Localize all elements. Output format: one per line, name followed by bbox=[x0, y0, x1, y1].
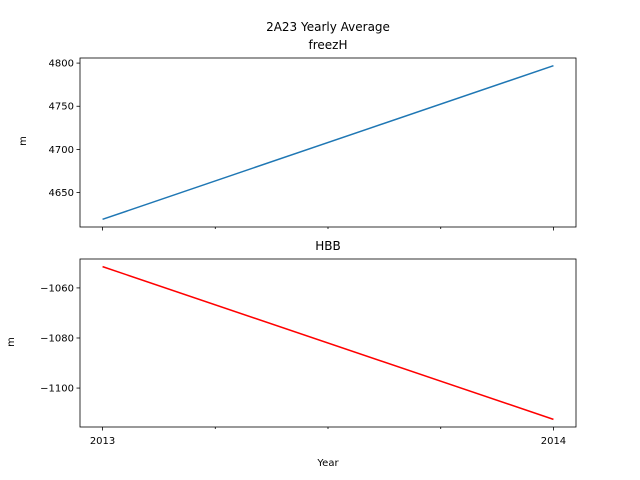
subplot-title: freezH bbox=[309, 38, 348, 52]
subplot-title: HBB bbox=[315, 239, 341, 253]
y-axis-label: m bbox=[18, 136, 29, 146]
series-line bbox=[102, 265, 554, 421]
subplot-freezh: freezH m 4650 4700 4750 4800 bbox=[18, 38, 577, 231]
plot-frame bbox=[79, 258, 577, 428]
y-tick-label: −1100 bbox=[40, 384, 74, 395]
series-line bbox=[102, 64, 554, 221]
y-tick-label: 4700 bbox=[49, 145, 74, 156]
x-tick-label: 2013 bbox=[90, 436, 115, 447]
y-tick-label: 4800 bbox=[49, 59, 74, 70]
y-tick-label: 4750 bbox=[49, 102, 74, 113]
y-tick-label: 4650 bbox=[49, 188, 74, 199]
y-tick-label: −1060 bbox=[40, 283, 74, 294]
subplot-hbb: HBB m Year −1060 −1080 −1100 2013 2014 bbox=[6, 239, 577, 469]
figure-title: 2A23 Yearly Average bbox=[266, 20, 390, 34]
y-axis-label: m bbox=[6, 337, 17, 347]
x-tick-label: 2014 bbox=[541, 436, 566, 447]
plot-frame bbox=[79, 57, 577, 228]
x-axis-label: Year bbox=[316, 458, 339, 469]
y-tick-label: −1080 bbox=[40, 333, 74, 344]
